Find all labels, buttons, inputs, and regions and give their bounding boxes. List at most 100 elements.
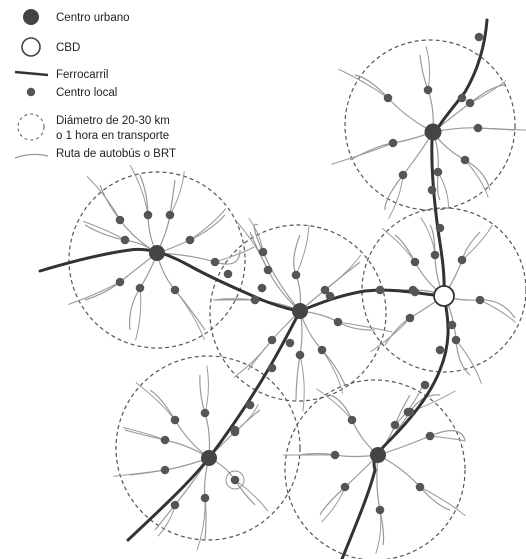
- catchment-circle-north: [344, 39, 516, 211]
- local-centers: [115, 32, 485, 515]
- urban-center-north: [424, 123, 442, 141]
- bus-route-branch-central-0: [237, 222, 269, 271]
- bus-route-branch-southeast-2: [429, 435, 466, 442]
- bus-route-branch-north-7: [437, 171, 449, 208]
- local-center: [170, 285, 180, 295]
- bus-route-branch-west-4: [174, 289, 205, 341]
- local-center-railway: [375, 285, 385, 295]
- local-center: [383, 93, 393, 103]
- local-center: [115, 277, 125, 287]
- local-center: [258, 247, 268, 257]
- local-center-railway: [257, 283, 267, 293]
- local-center: [115, 215, 125, 225]
- local-center: [291, 270, 301, 280]
- local-center-railway: [410, 287, 420, 297]
- bus-route-branch-north-3: [477, 127, 526, 131]
- bus-route-branch-central-3: [337, 321, 393, 333]
- urban-center-west: [149, 245, 165, 261]
- local-center: [160, 465, 170, 475]
- local-center-ring-marker: [225, 470, 245, 490]
- bus-route-branch-west-3: [214, 246, 255, 263]
- urban-center-southwest: [201, 450, 217, 466]
- bus-route-branch-southwest-6: [113, 469, 166, 477]
- bus-route-branch-cbd-0: [381, 227, 416, 263]
- bus-route-west-5: [129, 252, 158, 331]
- legend: Centro urbano CBD Ferrocarril Centro loc…: [14, 9, 176, 160]
- bus-route-branch-southwest-1: [204, 365, 209, 414]
- railway-line-north: [430, 18, 489, 298]
- legend-railway-symbol: [14, 70, 49, 77]
- local-center: [135, 283, 145, 293]
- legend-circle-symbol: [17, 113, 45, 141]
- local-center: [200, 493, 210, 503]
- local-center: [457, 255, 467, 265]
- local-center: [320, 285, 330, 295]
- legend-railway-label: Ferrocarril: [56, 69, 108, 81]
- catchment-circle-southeast: [284, 379, 466, 559]
- local-center-railway: [245, 400, 255, 410]
- bus-route-southeast-3: [377, 454, 451, 511]
- local-center-railway: [427, 185, 437, 195]
- local-center: [330, 450, 340, 460]
- local-center: [451, 335, 461, 345]
- railway-line-southeast: [340, 294, 450, 559]
- bus-route-branch-southwest-4: [196, 497, 206, 551]
- local-center: [405, 313, 415, 323]
- local-center-railway: [435, 345, 445, 355]
- local-center-railway: [267, 363, 277, 373]
- bus-route-branch-north-6: [331, 142, 394, 165]
- local-center: [347, 415, 357, 425]
- local-center: [200, 408, 210, 418]
- bus-route-branch-north-0: [338, 68, 389, 99]
- bus-route-southeast-0: [329, 394, 379, 456]
- legend-bus-route-symbol: [14, 153, 49, 159]
- bus-route-southwest-7: [124, 429, 210, 459]
- cbd: [433, 285, 455, 307]
- legend-local-center-symbol: [26, 87, 36, 97]
- bus-route-branch-west-2: [189, 208, 227, 241]
- bus-route-branch-southeast-3: [419, 486, 466, 517]
- local-center: [165, 210, 175, 220]
- railway-line-southwest: [126, 309, 302, 542]
- bus-route-branch-cbd-1: [461, 224, 493, 261]
- bus-route-branch-southeast-4: [375, 509, 382, 554]
- catchment-circle-cbd: [361, 207, 526, 373]
- bus-route-branch-west-1: [169, 171, 185, 216]
- bus-route-branch-central-1: [295, 224, 310, 276]
- local-center: [410, 257, 420, 267]
- local-center: [375, 505, 385, 515]
- local-center-railway: [447, 320, 457, 330]
- local-center: [475, 295, 485, 305]
- legend-circle-label-2: o 1 hora en transporte: [56, 130, 169, 142]
- bus-route-southwest-0: [149, 389, 210, 459]
- local-center-railway: [435, 223, 445, 233]
- local-center: [473, 123, 483, 133]
- local-center: [415, 482, 425, 492]
- local-center: [120, 235, 130, 245]
- bus-route-branch-southwest-0: [135, 382, 176, 421]
- local-center-railway: [230, 425, 240, 435]
- urban-centers: [149, 123, 455, 490]
- local-center: [425, 431, 435, 441]
- urban-center-southeast: [370, 447, 386, 463]
- local-center: [317, 345, 327, 355]
- local-center-railway: [325, 291, 335, 301]
- catchment-circle-west: [68, 171, 246, 349]
- local-center: [267, 335, 277, 345]
- catchment-circle-southwest: [115, 355, 301, 541]
- local-center: [465, 98, 475, 108]
- local-center: [250, 295, 260, 305]
- local-center: [390, 420, 400, 430]
- bus-route-branch-west-5: [135, 287, 142, 341]
- bus-route-branch-cbd-3: [455, 339, 482, 384]
- legend-cbd-label: CBD: [56, 42, 80, 54]
- bus-route-cbd-0: [394, 234, 445, 297]
- local-center-railway: [285, 338, 295, 348]
- railway-line-west: [38, 247, 302, 313]
- local-center: [143, 210, 153, 220]
- local-center: [398, 170, 408, 180]
- local-center-railway: [457, 93, 467, 103]
- local-center: [170, 415, 180, 425]
- bus-route-branch-central-4: [321, 349, 344, 394]
